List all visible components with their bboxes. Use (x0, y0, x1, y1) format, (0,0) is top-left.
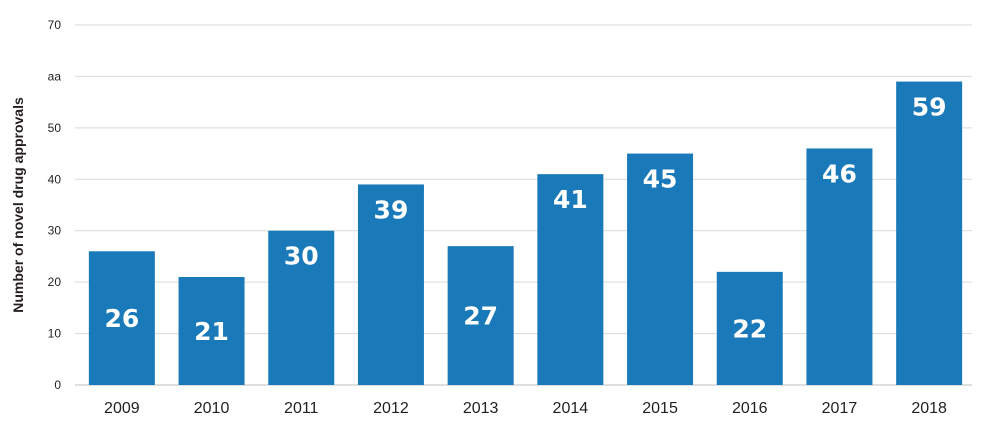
y-tick-label: 70 (48, 18, 62, 32)
y-tick-label: 10 (48, 327, 62, 341)
data-label-2017: 46 (822, 159, 857, 188)
data-label-2009: 26 (104, 304, 139, 333)
data-label-2011: 30 (284, 242, 319, 271)
y-axis-ticks: 0 10 20 30 40 50 aa 70 (48, 18, 62, 392)
x-tick-label-2011: 2011 (284, 400, 319, 417)
bar-2012 (357, 184, 424, 385)
bar-2015 (627, 153, 694, 385)
bar-2014 (537, 174, 604, 385)
x-axis-ticks: 2009 2010 2011 2012 2013 2014 2015 2016 2017 2018 (104, 400, 947, 417)
bar-2011 (268, 230, 335, 385)
data-label-2013: 27 (463, 302, 498, 331)
x-tick-label-2009: 2009 (104, 400, 140, 417)
data-labels: 26 21 30 39 27 41 45 22 46 59 (104, 93, 946, 346)
x-tick-label-2013: 2013 (463, 400, 499, 417)
bar-2016 (716, 271, 783, 385)
x-tick-label-2015: 2015 (642, 400, 678, 417)
y-tick-label: 20 (48, 275, 62, 289)
x-tick-label-2018: 2018 (911, 400, 947, 417)
y-tick-label: 40 (48, 172, 62, 186)
data-label-2016: 22 (732, 314, 767, 343)
data-label-2018: 59 (912, 93, 947, 122)
y-tick-label: 50 (48, 121, 62, 135)
bar-2010 (178, 277, 245, 385)
y-tick-label: aa (48, 69, 62, 83)
data-label-2014: 41 (553, 185, 588, 214)
x-tick-label-2017: 2017 (822, 400, 858, 417)
bar-2018 (896, 81, 963, 386)
y-tick-label: 30 (48, 224, 62, 238)
x-tick-label-2014: 2014 (553, 400, 589, 417)
x-tick-label-2016: 2016 (732, 400, 768, 417)
data-label-2010: 21 (194, 317, 229, 346)
bar-2013 (447, 246, 514, 385)
x-tick-label-2010: 2010 (194, 400, 230, 417)
bar-2017 (806, 148, 873, 385)
bars (88, 81, 963, 386)
y-axis-label: Number of novel drug approvals (10, 97, 26, 313)
y-tick-label: 0 (54, 378, 61, 392)
bar-2009 (88, 251, 155, 385)
data-label-2012: 39 (374, 195, 409, 224)
data-label-2015: 45 (643, 165, 678, 194)
x-tick-label-2012: 2012 (373, 400, 409, 417)
